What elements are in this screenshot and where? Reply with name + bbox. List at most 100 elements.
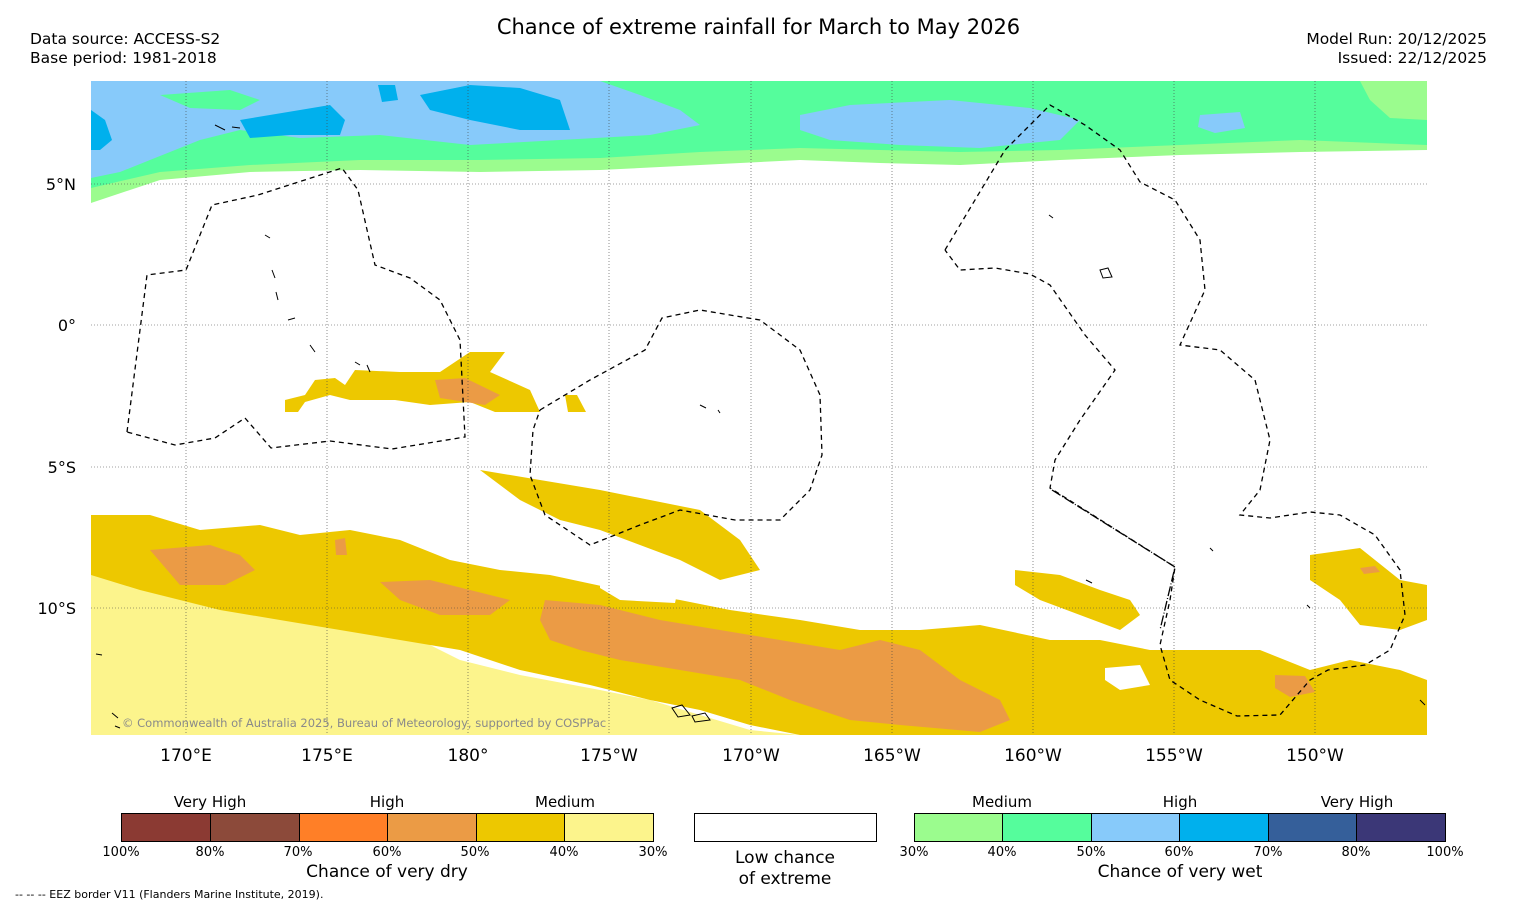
run-info: Model Run: 20/12/2025 Issued: 22/12/2025 xyxy=(1306,30,1487,68)
wet-tick-30: 30% xyxy=(899,845,929,860)
wet-very-high-a xyxy=(420,85,570,130)
dry-very-high-label: Very High xyxy=(173,793,247,811)
wet-swatch-70-80 xyxy=(1268,813,1358,842)
dry-orange-b xyxy=(380,580,510,615)
dry-tick-50: 50% xyxy=(460,845,490,860)
dry-swatch-50-40 xyxy=(476,813,566,842)
dry-tick-70: 70% xyxy=(283,845,313,860)
dry-swatch-70-60 xyxy=(299,813,389,842)
dry-orange-f xyxy=(1360,566,1380,574)
dry-south xyxy=(91,470,1427,735)
island-chain-gilbert xyxy=(264,234,371,373)
wet-high-east xyxy=(1198,112,1245,133)
wet-high-label: High xyxy=(1162,793,1198,811)
dry-orange-c xyxy=(540,600,1010,732)
low-chance-line2: of extreme xyxy=(738,869,832,889)
lon-label-165w: 165°W xyxy=(863,746,921,766)
dry-patch-southeast xyxy=(1015,570,1140,630)
wet-tick-60: 60% xyxy=(1164,845,1194,860)
lat-label-5n: 5°N xyxy=(45,175,76,194)
dry-light-band xyxy=(91,565,800,735)
dry-band-north-arm xyxy=(480,470,760,580)
dry-main-band xyxy=(91,515,1427,735)
dry-gap-b xyxy=(1105,665,1150,690)
lon-label-155w: 155°W xyxy=(1145,746,1203,766)
dry-swatch-80-70 xyxy=(210,813,300,842)
wet-very-high-d xyxy=(378,85,398,102)
issued-date: Issued: 22/12/2025 xyxy=(1337,49,1487,67)
dry-patch-small xyxy=(565,395,586,412)
island-phoenix xyxy=(699,404,721,414)
dry-swatch-60-50 xyxy=(387,813,477,842)
rainfall-map xyxy=(91,81,1427,735)
island-tuvalu xyxy=(95,653,121,729)
island-line-north xyxy=(1048,214,1054,219)
lat-label-0: 0° xyxy=(57,316,76,335)
dry-tick-30: 30% xyxy=(638,845,668,860)
lon-label-180: 180° xyxy=(447,746,489,766)
lon-label-170w: 170°W xyxy=(722,746,780,766)
wet-tick-40: 40% xyxy=(987,845,1017,860)
island-kiritimati xyxy=(1099,267,1113,279)
wet-swatch-30-40 xyxy=(914,813,1004,842)
wet-very-high-label: Very High xyxy=(1320,793,1394,811)
lat-label-5s: 5°S xyxy=(47,458,76,477)
eez-boundary-dashdot xyxy=(1051,489,1176,631)
island-marshall xyxy=(214,124,241,131)
wet-swatch-80-100 xyxy=(1356,813,1446,842)
wet-caption: Chance of very wet xyxy=(1097,862,1263,882)
dry-orange-a xyxy=(150,545,255,585)
lon-label-175w: 175°W xyxy=(580,746,638,766)
map-title: Chance of extreme rainfall for March to … xyxy=(496,15,1021,39)
wet-tick-80: 80% xyxy=(1341,845,1371,860)
dry-orange-e xyxy=(335,538,347,555)
wet-tick-50: 50% xyxy=(1076,845,1106,860)
dry-swatch-100-80 xyxy=(121,813,211,842)
dry-tick-80: 80% xyxy=(195,845,225,860)
dry-equatorial xyxy=(285,352,586,412)
eez-line-islands xyxy=(944,104,1406,717)
dry-tick-60: 60% xyxy=(372,845,402,860)
low-chance-swatch xyxy=(694,813,877,842)
wet-swatch-40-50 xyxy=(1002,813,1092,842)
model-run: Model Run: 20/12/2025 xyxy=(1306,30,1487,48)
islands xyxy=(95,124,1426,729)
wet-region xyxy=(91,81,1427,203)
dry-gap-a xyxy=(600,570,680,603)
dry-medium-label: Medium xyxy=(535,793,595,811)
dry-orange-d xyxy=(1275,675,1315,697)
island-cook xyxy=(1085,547,1426,706)
dry-caption: Chance of very dry xyxy=(306,862,468,882)
map-area xyxy=(91,81,1427,735)
lon-label-160w: 160°W xyxy=(1004,746,1062,766)
dry-swatch-40-30 xyxy=(564,813,654,842)
dry-patch-orange xyxy=(435,378,500,405)
wet-swatch-50-60 xyxy=(1091,813,1181,842)
data-source: Data source: ACCESS-S2 xyxy=(30,30,221,48)
eez-borders xyxy=(126,104,1406,717)
low-chance-line1: Low chance xyxy=(735,848,835,868)
wet-very-high-c xyxy=(91,110,112,150)
low-chance-caption: Low chance of extreme xyxy=(685,848,885,890)
wet-medium-label: Medium xyxy=(972,793,1032,811)
wet-very-high-b xyxy=(240,105,345,138)
wet-high-central xyxy=(800,100,1080,148)
dry-patch-east xyxy=(1310,548,1427,630)
wet-swatch-60-70 xyxy=(1179,813,1269,842)
dry-high-label: High xyxy=(369,793,405,811)
lon-label-170e: 170°E xyxy=(160,746,212,766)
lat-label-10s: 10°S xyxy=(37,599,76,618)
island-samoa-a xyxy=(671,704,691,718)
eez-phoenix xyxy=(529,309,823,546)
island-samoa-b xyxy=(691,712,711,723)
base-period: Base period: 1981-2018 xyxy=(30,49,217,67)
wet-patch-a xyxy=(160,90,260,110)
copyright-notice: © Commonwealth of Australia 2025, Bureau… xyxy=(122,716,607,730)
data-info: Data source: ACCESS-S2 Base period: 1981… xyxy=(30,30,220,68)
lon-label-150w: 150°W xyxy=(1286,746,1344,766)
wet-tick-70: 70% xyxy=(1253,845,1283,860)
wet-tick-100: 100% xyxy=(1426,845,1464,860)
map-grid xyxy=(91,81,1427,735)
eez-footnote: -- -- -- EEZ border V11 (Flanders Marine… xyxy=(15,888,324,901)
dry-tick-40: 40% xyxy=(549,845,579,860)
